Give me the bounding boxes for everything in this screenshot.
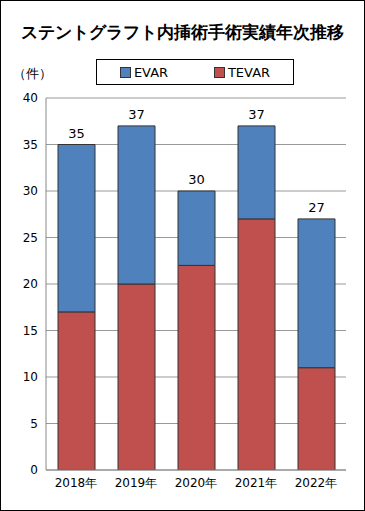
svg-text:27: 27 bbox=[308, 200, 325, 215]
svg-text:5: 5 bbox=[30, 417, 38, 431]
svg-text:2022年: 2022年 bbox=[295, 476, 338, 490]
svg-text:10: 10 bbox=[23, 370, 38, 384]
html-text:ステントグラフト内挿術手術実績年次推移: ステントグラフト内挿術手術実績年次推移 bbox=[21, 22, 344, 42]
svg-text:40: 40 bbox=[23, 91, 38, 105]
svg-text:25: 25 bbox=[23, 231, 38, 245]
svg-text:35: 35 bbox=[23, 138, 38, 152]
svg-text:35: 35 bbox=[68, 126, 85, 141]
html-text:EVAR: EVAR bbox=[133, 64, 169, 80]
svg-text:2018年: 2018年 bbox=[55, 476, 98, 490]
svg-text:37: 37 bbox=[248, 107, 265, 122]
svg-text:2021年: 2021年 bbox=[235, 476, 278, 490]
svg-text:37: 37 bbox=[128, 107, 145, 122]
svg-text:2020年: 2020年 bbox=[175, 476, 218, 490]
svg-text:30: 30 bbox=[23, 184, 38, 198]
html-text:（件）: （件） bbox=[13, 66, 52, 81]
html-text:TEVAR: TEVAR bbox=[227, 64, 271, 80]
svg-text:0: 0 bbox=[30, 463, 38, 477]
svg-text:2019年: 2019年 bbox=[115, 476, 158, 490]
svg-text:30: 30 bbox=[188, 172, 205, 187]
svg-text:20: 20 bbox=[23, 277, 38, 291]
svg-text:15: 15 bbox=[23, 324, 38, 338]
